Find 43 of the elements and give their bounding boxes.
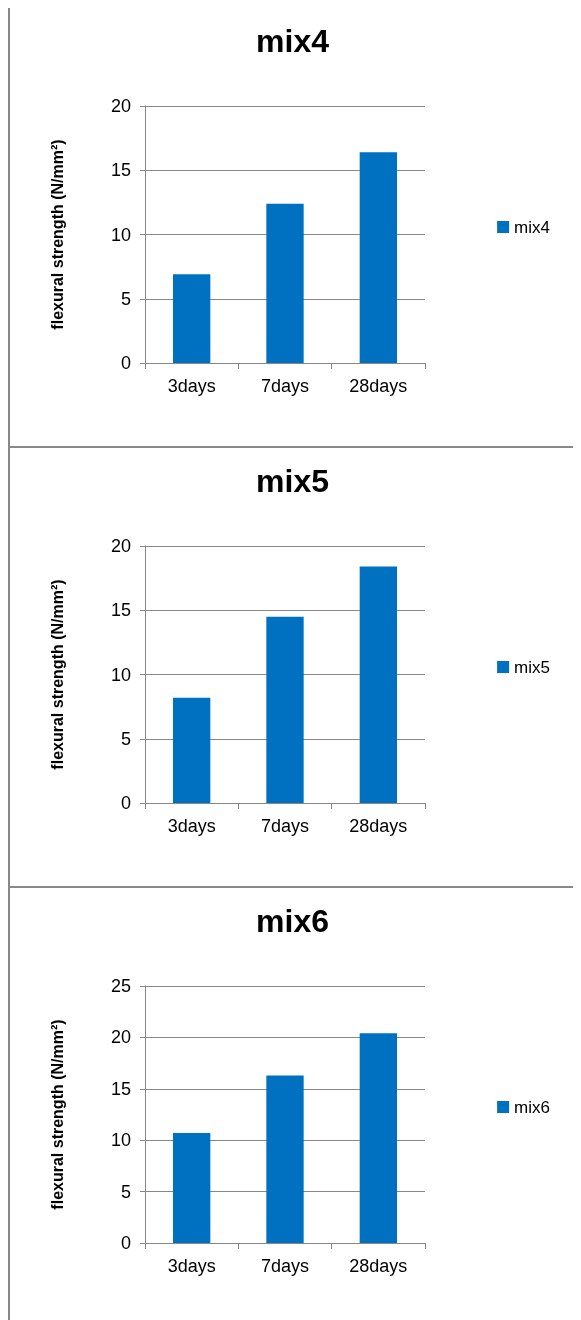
y-tick-label: 10	[110, 224, 131, 245]
y-tick-label: 15	[110, 160, 131, 181]
legend-label: mix5	[514, 657, 551, 677]
y-tick-label: 0	[120, 1233, 131, 1253]
y-tick-label: 20	[110, 536, 131, 556]
y-tick-label: 20	[110, 96, 131, 116]
bar	[173, 274, 211, 363]
bar	[266, 1075, 304, 1243]
x-tick-label: 7days	[260, 816, 310, 836]
x-tick-label: 28days	[349, 816, 408, 836]
y-tick-label: 5	[120, 1181, 131, 1202]
y-tick-label: 15	[110, 1078, 131, 1099]
legend-label: mix6	[514, 1097, 551, 1117]
bar	[359, 1033, 397, 1243]
y-tick-label: 10	[110, 1130, 131, 1151]
chart-title: mix5	[256, 463, 329, 499]
chart-title: mix6	[256, 903, 329, 939]
x-tick-label: 3days	[167, 816, 216, 836]
bar	[359, 566, 397, 803]
y-tick-label: 15	[110, 600, 131, 621]
bar	[266, 203, 304, 363]
x-tick-label: 28days	[349, 1256, 408, 1276]
y-tick-label: 25	[110, 976, 131, 996]
y-axis-title: flexural strength (N/mm²)	[48, 1019, 66, 1210]
x-tick-label: 3days	[167, 1256, 216, 1276]
y-axis-title: flexural strength (N/mm²)	[48, 139, 66, 330]
y-tick-label: 0	[120, 353, 131, 373]
x-tick-label: 28days	[349, 376, 408, 396]
x-tick-label: 7days	[260, 1256, 310, 1276]
x-tick-label: 3days	[167, 376, 216, 396]
y-tick-label: 5	[120, 728, 131, 749]
chart-title: mix4	[256, 23, 330, 59]
bar	[359, 152, 397, 363]
y-tick-label: 10	[110, 664, 131, 685]
bar	[173, 697, 211, 803]
legend-label: mix4	[514, 217, 551, 237]
y-tick-label: 5	[120, 288, 131, 309]
bar	[173, 1133, 211, 1243]
y-tick-label: 20	[110, 1027, 131, 1048]
y-tick-label: 0	[120, 793, 131, 813]
x-tick-label: 7days	[260, 376, 310, 396]
y-axis-title: flexural strength (N/mm²)	[48, 579, 66, 770]
bar	[266, 616, 304, 803]
